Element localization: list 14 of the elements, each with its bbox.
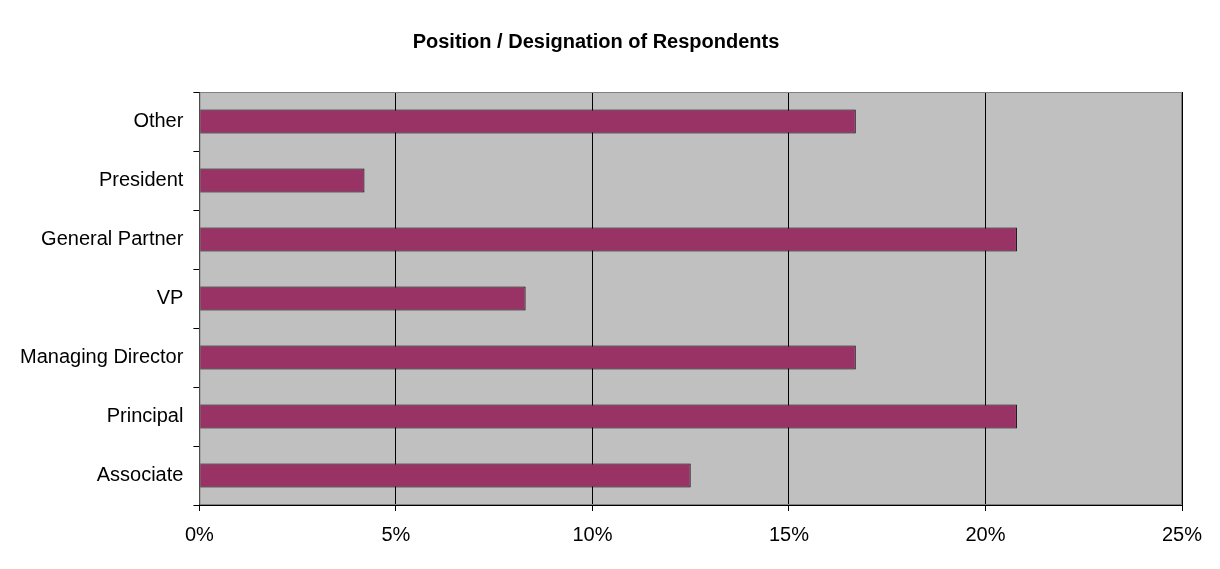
y-tick-label: VP — [156, 286, 184, 309]
y-tick-label: Associate — [96, 463, 184, 486]
y-tick-label: Managing Director — [19, 345, 184, 368]
y-tick-label: President — [98, 168, 184, 191]
x-tick-label: 0% — [184, 522, 215, 545]
x-tick-label: 5% — [381, 522, 411, 545]
x-tick-label: 15% — [768, 522, 810, 545]
x-tick-label: 10% — [572, 522, 613, 545]
y-tick-label: Principal — [106, 404, 184, 427]
y-tick-label: General Partner — [41, 227, 184, 250]
x-tick-label: 20% — [965, 522, 1006, 545]
y-tick-label: Other — [133, 109, 184, 132]
chart-title: Position / Designation of Respondents — [412, 29, 780, 52]
x-tick-label: 25% — [1161, 522, 1203, 545]
